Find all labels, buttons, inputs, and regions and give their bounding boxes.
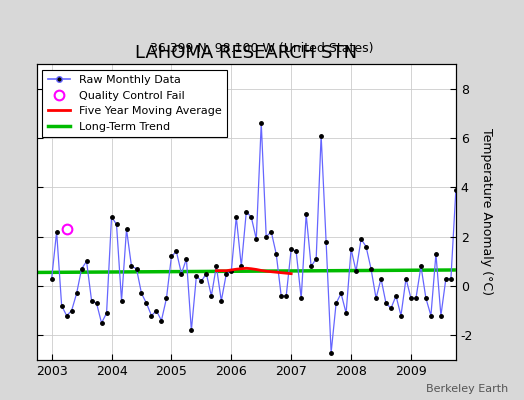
Y-axis label: Temperature Anomaly (°C): Temperature Anomaly (°C)	[479, 128, 493, 296]
Legend: Raw Monthly Data, Quality Control Fail, Five Year Moving Average, Long-Term Tren: Raw Monthly Data, Quality Control Fail, …	[42, 70, 227, 137]
Title: LAHOMA RESEARCH STN: LAHOMA RESEARCH STN	[135, 44, 357, 62]
Text: 36.399 N, 98.100 W (United States): 36.399 N, 98.100 W (United States)	[150, 42, 374, 55]
Text: Berkeley Earth: Berkeley Earth	[426, 384, 508, 394]
